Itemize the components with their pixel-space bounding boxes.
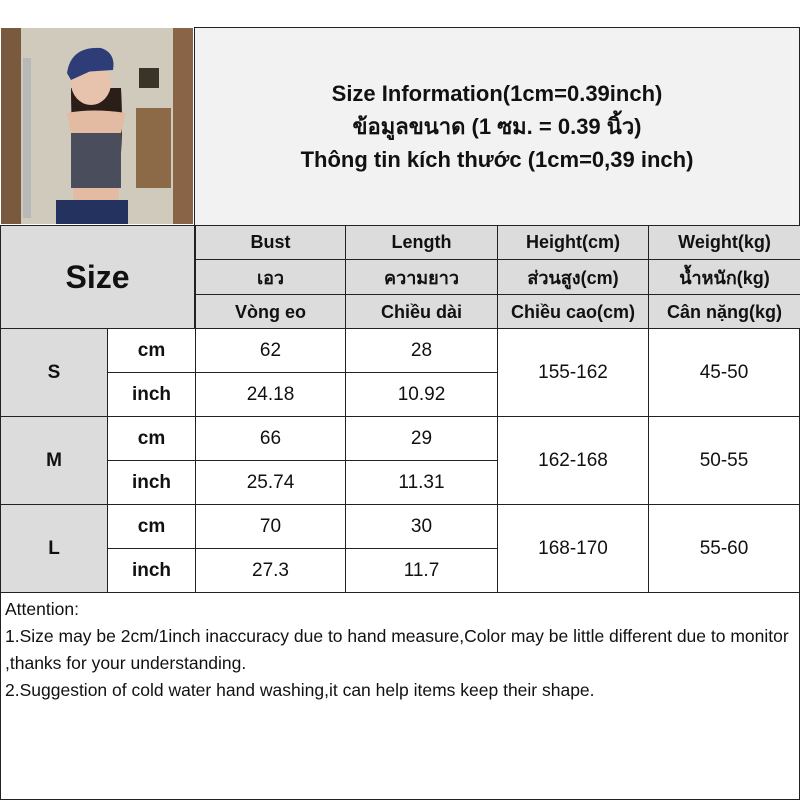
size-label: M [0,416,108,505]
length-cm-value: 30 [345,504,498,549]
column-header-height-en: Height(cm) [497,225,649,260]
height-value: 155-162 [497,328,649,417]
unit-inch: inch [107,372,196,417]
column-header-length-th: ความยาว [345,259,498,295]
note-1: 1.Size may be 2cm/1inch inaccuracy due t… [5,626,789,673]
product-photo [1,28,193,224]
column-header-weight-vi: Cân nặng(kg) [648,294,800,330]
column-header-length-vi: Chiều dài [345,294,498,330]
length-inch-value: 11.31 [345,460,498,505]
notes-heading: Attention: [5,599,79,619]
size-label: L [0,504,108,593]
column-header-length-en: Length [345,225,498,260]
bust-inch-value: 25.74 [195,460,346,505]
title-vietnamese: Thông tin kích thước (1cm=0,39 inch) [300,147,694,172]
column-header-height-th: ส่วนสูง(cm) [497,259,649,295]
bust-cm-value: 70 [195,504,346,549]
unit-cm: cm [107,328,196,373]
column-header-weight-en: Weight(kg) [648,225,800,260]
note-2: 2.Suggestion of cold water hand washing,… [5,680,595,700]
length-inch-value: 10.92 [345,372,498,417]
weight-value: 50-55 [648,416,800,505]
height-value: 168-170 [497,504,649,593]
column-header-weight-th: น้ำหนัก(kg) [648,259,800,295]
title-thai: ข้อมูลขนาด (1 ซม. = 0.39 นิ้ว) [352,114,642,139]
unit-inch: inch [107,548,196,593]
bust-cm-value: 62 [195,328,346,373]
bust-cm-value: 66 [195,416,346,461]
column-header-bust-en: Bust [195,225,346,260]
attention-notes: Attention: 1.Size may be 2cm/1inch inacc… [0,592,800,800]
size-info-title: Size Information(1cm=0.39inch) ข้อมูลขนา… [194,27,800,226]
unit-cm: cm [107,416,196,461]
length-inch-value: 11.7 [345,548,498,593]
unit-cm: cm [107,504,196,549]
column-header-height-vi: Chiều cao(cm) [497,294,649,330]
weight-value: 55-60 [648,504,800,593]
title-english: Size Information(1cm=0.39inch) [331,81,663,106]
column-header-bust-vi: Vòng eo [195,294,346,330]
weight-value: 45-50 [648,328,800,417]
unit-inch: inch [107,460,196,505]
height-value: 162-168 [497,416,649,505]
column-header-bust-th: เอว [195,259,346,295]
length-cm-value: 28 [345,328,498,373]
size-header: Size [0,225,195,329]
bust-inch-value: 24.18 [195,372,346,417]
length-cm-value: 29 [345,416,498,461]
bust-inch-value: 27.3 [195,548,346,593]
size-label: S [0,328,108,417]
